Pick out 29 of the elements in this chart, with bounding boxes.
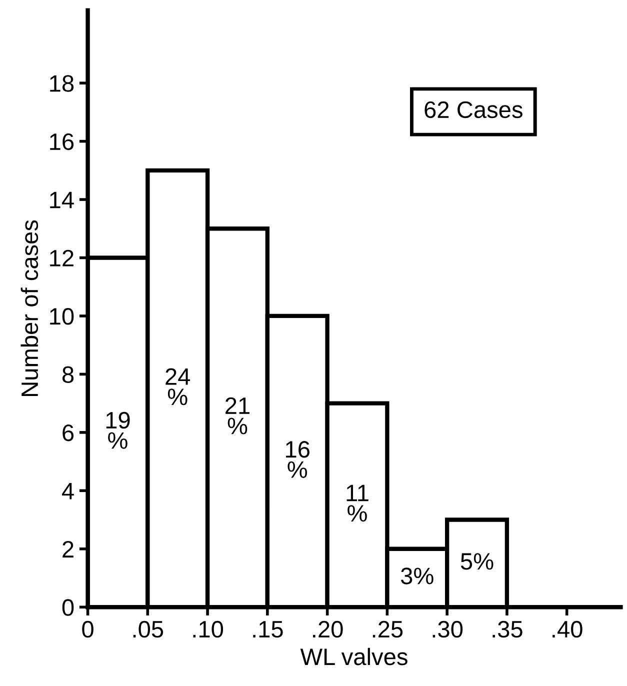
x-tick-label: .30 bbox=[432, 620, 463, 638]
y-axis-title: Number of cases bbox=[20, 220, 38, 396]
annotation: 16 % bbox=[286, 441, 310, 478]
x-axis-title: WL valves bbox=[300, 648, 408, 666]
x-tick-label: .10 bbox=[193, 620, 224, 638]
annotation: 21 % bbox=[226, 397, 250, 434]
y-tick-label: 4 bbox=[62, 482, 74, 500]
y-tick-label: 12 bbox=[50, 250, 74, 266]
x-tick-label: 0 bbox=[82, 620, 94, 638]
annotation: 62 Cases bbox=[424, 101, 522, 118]
x-tick-label: .25 bbox=[372, 620, 403, 638]
y-tick-label: 0 bbox=[62, 599, 74, 616]
y-tick-label: 8 bbox=[62, 366, 74, 383]
annotation: 11 % bbox=[346, 484, 368, 522]
x-tick-label: .40 bbox=[552, 620, 582, 638]
y-tick-label: 6 bbox=[62, 424, 74, 442]
annotation: 5% bbox=[460, 553, 494, 570]
annotation: 3% bbox=[400, 568, 434, 584]
y-tick-label: 2 bbox=[62, 540, 74, 558]
y-tick-label: 14 bbox=[50, 192, 74, 208]
x-tick-label: .20 bbox=[313, 620, 343, 638]
x-tick-label: .15 bbox=[253, 621, 283, 638]
y-tick-label: 10 bbox=[50, 308, 74, 325]
annotation: 19 % bbox=[106, 412, 130, 449]
y-tick-label: 16 bbox=[50, 133, 74, 150]
annotation: 24 % bbox=[166, 368, 190, 406]
x-tick-label: .05 bbox=[133, 620, 164, 638]
y-tick-label: 18 bbox=[50, 75, 74, 92]
x-tick-label: .35 bbox=[492, 620, 522, 638]
